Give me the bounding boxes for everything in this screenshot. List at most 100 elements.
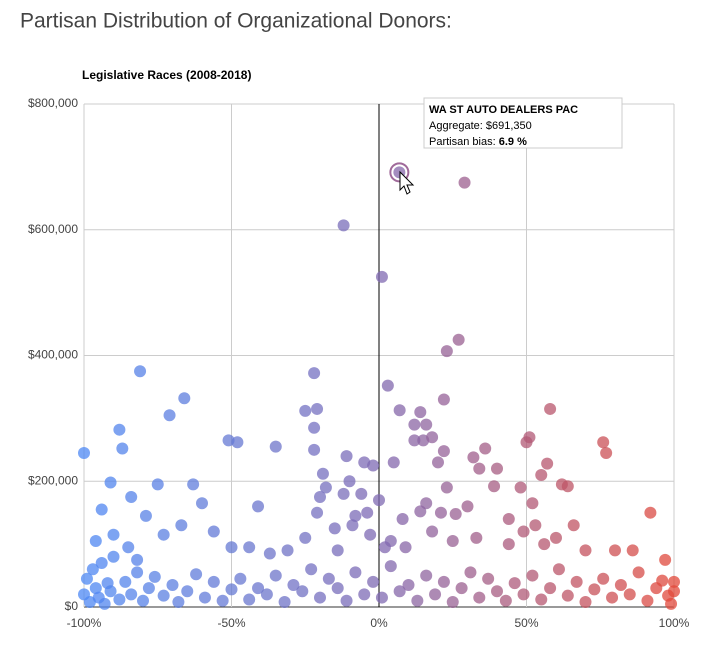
point: [95, 556, 108, 569]
x-tick-label: 0%: [370, 616, 388, 630]
point: [408, 418, 421, 431]
point: [296, 585, 309, 598]
point: [437, 575, 450, 588]
point: [473, 462, 486, 475]
point: [644, 506, 657, 519]
point: [520, 436, 533, 449]
point: [552, 563, 565, 576]
point: [544, 402, 557, 415]
point: [659, 553, 672, 566]
point: [207, 525, 220, 538]
point: [668, 575, 680, 588]
point: [375, 270, 388, 283]
point: [384, 560, 397, 573]
point: [479, 442, 492, 455]
point: [172, 595, 185, 608]
point: [308, 421, 321, 434]
point: [263, 547, 276, 560]
point: [488, 480, 501, 493]
point: [80, 572, 93, 585]
point: [131, 553, 144, 566]
point: [222, 434, 235, 447]
y-tick-label: $0: [65, 599, 79, 613]
point: [107, 528, 120, 541]
tooltip-aggregate-value: $691,350: [486, 120, 532, 132]
point: [331, 544, 344, 557]
point: [455, 582, 468, 595]
point: [198, 591, 211, 604]
point: [414, 505, 427, 518]
point: [337, 219, 350, 232]
point: [561, 589, 574, 602]
point: [190, 568, 203, 581]
point: [426, 525, 439, 538]
point: [355, 487, 368, 500]
point: [402, 578, 415, 591]
point: [665, 597, 678, 610]
x-tick-label: 100%: [659, 616, 690, 630]
point: [452, 333, 465, 346]
point: [278, 595, 291, 608]
point: [207, 575, 220, 588]
point: [437, 393, 450, 406]
point: [614, 578, 627, 591]
point: [373, 494, 385, 507]
point: [393, 404, 406, 417]
point: [78, 446, 90, 459]
point: [113, 593, 126, 606]
point: [287, 578, 300, 591]
point: [482, 572, 495, 585]
point: [467, 451, 480, 464]
point: [346, 519, 359, 532]
point: [364, 528, 377, 541]
point: [446, 534, 459, 547]
point: [529, 519, 542, 532]
point: [131, 566, 144, 579]
point: [626, 544, 639, 557]
point: [269, 440, 282, 453]
point: [157, 589, 170, 602]
x-tick-label: 50%: [514, 616, 538, 630]
point: [526, 569, 539, 582]
point: [252, 500, 265, 513]
point: [641, 594, 654, 607]
point: [269, 569, 282, 582]
point: [550, 531, 562, 544]
point: [668, 585, 680, 598]
point: [107, 550, 120, 563]
point: [311, 402, 324, 415]
tooltip-bias-label: Partisan bias:: [429, 136, 496, 148]
point: [426, 431, 439, 444]
point: [139, 509, 152, 522]
point: [243, 541, 256, 554]
point: [502, 512, 515, 525]
x-tick-label: -50%: [217, 616, 245, 630]
point: [440, 345, 453, 358]
point: [437, 445, 450, 458]
point: [104, 585, 117, 598]
point: [367, 459, 380, 472]
point: [337, 487, 350, 500]
point: [187, 478, 200, 491]
point: [381, 379, 394, 392]
point: [446, 595, 459, 608]
grid: $0 $200,000 $400,000 $600,000 $800,000 -100% -…: [28, 96, 690, 630]
y-tick-label: $800,000: [28, 96, 78, 110]
chart-title: Partisan Distribution of Organizational …: [20, 10, 452, 33]
point: [600, 446, 613, 459]
point: [299, 404, 312, 417]
point: [252, 582, 265, 595]
point: [408, 434, 421, 447]
point: [358, 588, 371, 601]
point: [420, 569, 433, 582]
point: [606, 591, 619, 604]
point: [95, 503, 108, 516]
point: [314, 490, 326, 503]
point: [340, 450, 353, 463]
point: [535, 468, 548, 481]
point: [656, 574, 669, 587]
point: [125, 588, 138, 601]
point: [570, 575, 583, 588]
point: [116, 442, 129, 455]
tooltip-box: [423, 97, 623, 149]
